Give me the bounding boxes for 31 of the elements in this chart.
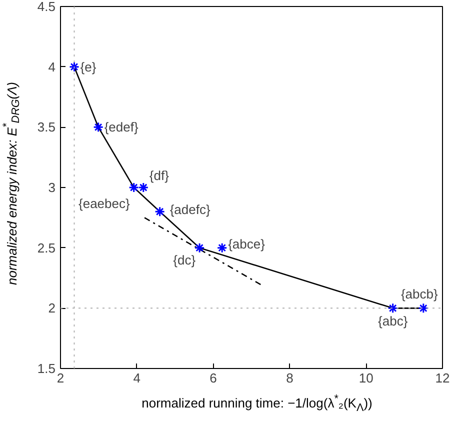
point xyxy=(418,302,429,314)
annotation: {df} xyxy=(149,168,170,183)
point xyxy=(128,182,140,193)
y-tick-label: 2.5 xyxy=(37,240,56,256)
y-tick-label: 3 xyxy=(48,180,56,195)
point xyxy=(93,122,104,132)
y-tick-label: 4 xyxy=(48,59,56,74)
annotation: {dc} xyxy=(173,252,196,268)
x-tick-label: 6 xyxy=(210,370,217,386)
x-axis-title: normalized running time: −1/log(λ$^{*}$₂(K$_{Λ}$)) xyxy=(140,392,374,416)
x-tick-label: 10 xyxy=(358,370,374,386)
x-tick-label: 12 xyxy=(435,370,450,386)
annotation: {abce} xyxy=(228,236,266,252)
y-tick-label: 4.5 xyxy=(37,0,56,14)
annotation: {e} xyxy=(80,59,97,74)
annotation: {abcb} xyxy=(400,286,438,302)
x-tick-label: 8 xyxy=(286,370,294,386)
y-tick-label: 3.5 xyxy=(37,120,56,135)
annotation: {abc} xyxy=(378,314,408,329)
point xyxy=(216,242,228,254)
annotation: {adefc} xyxy=(170,202,211,218)
point xyxy=(388,302,398,314)
point xyxy=(154,206,166,217)
y-tick-label: 2 xyxy=(48,300,56,316)
y-tick-label: 1.5 xyxy=(37,361,56,376)
point xyxy=(194,242,205,254)
point xyxy=(69,62,80,72)
point xyxy=(138,182,149,193)
x-tick-label: 4 xyxy=(133,370,141,386)
annotation: {eaebec} xyxy=(78,196,130,211)
annotation: {edef} xyxy=(104,120,139,135)
